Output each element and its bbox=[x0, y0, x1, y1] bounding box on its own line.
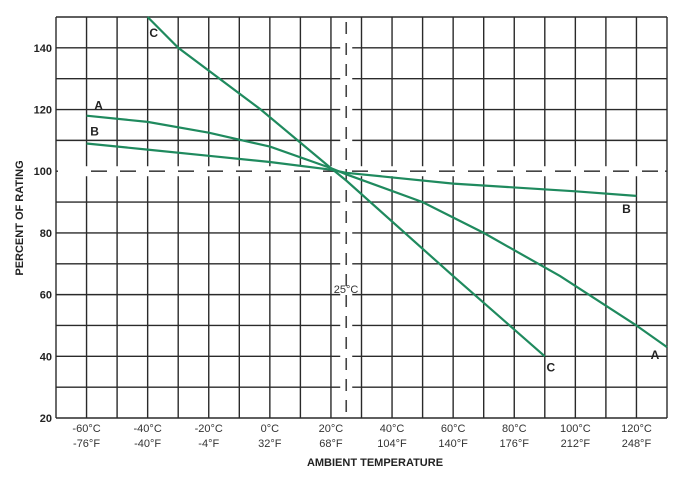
x-tick-label-celsius: 80°C bbox=[502, 423, 527, 435]
series-line-b bbox=[86, 142, 637, 197]
x-axis-label: AMBIENT TEMPERATURE bbox=[307, 457, 443, 469]
x-tick-label-fahrenheit: 212°F bbox=[561, 438, 591, 450]
x-tick-label-celsius: 20°C bbox=[319, 423, 344, 435]
ref-label-25c: 25°C bbox=[334, 284, 359, 296]
x-tick-label-celsius: 0°C bbox=[261, 423, 280, 435]
x-tick-label-celsius: 120°C bbox=[621, 423, 652, 435]
series-label-b: B bbox=[622, 202, 631, 216]
series-line-a bbox=[86, 114, 668, 348]
y-tick-label: 140 bbox=[34, 43, 52, 55]
x-tick-label-fahrenheit: 32°F bbox=[258, 438, 282, 450]
grid bbox=[55, 16, 668, 419]
x-tick-label-celsius: -40°C bbox=[134, 423, 162, 435]
x-tick-label-celsius: -20°C bbox=[195, 423, 223, 435]
y-tick-label: 60 bbox=[40, 290, 52, 302]
series-label-c: C bbox=[546, 360, 555, 374]
x-tick-label-fahrenheit: -76°F bbox=[73, 438, 100, 450]
series-label-a: A bbox=[651, 348, 660, 362]
reference-lines bbox=[58, 19, 665, 418]
y-tick-label: 100 bbox=[34, 166, 52, 178]
series-label-c: C bbox=[149, 26, 158, 40]
x-tick-label-fahrenheit: 68°F bbox=[319, 438, 343, 450]
x-tick-label-fahrenheit: 140°F bbox=[438, 438, 468, 450]
y-axis-label: PERCENT OF RATING bbox=[14, 160, 26, 275]
y-tick-label: 20 bbox=[40, 413, 52, 425]
x-tick-label-celsius: -60°C bbox=[72, 423, 100, 435]
x-tick-labels: -60°C -76°F -40°C -40°F -20°C -4°F 0°C 32°F 20°C… bbox=[72, 423, 651, 450]
x-tick-label-fahrenheit: -40°F bbox=[134, 438, 161, 450]
x-tick-label-celsius: 60°C bbox=[441, 423, 466, 435]
series-label-b: B bbox=[90, 124, 99, 138]
x-tick-label-celsius: 40°C bbox=[380, 423, 405, 435]
y-tick-label: 40 bbox=[40, 351, 52, 363]
y-tick-labels: 20 40 60 80 100 120 140 bbox=[34, 43, 52, 425]
y-tick-label: 80 bbox=[40, 228, 52, 240]
x-tick-label-fahrenheit: 248°F bbox=[622, 438, 652, 450]
x-tick-label-fahrenheit: -4°F bbox=[198, 438, 219, 450]
series-label-a: A bbox=[94, 99, 103, 113]
x-tick-label-celsius: 100°C bbox=[560, 423, 591, 435]
series-line-c bbox=[146, 16, 546, 358]
y-tick-label: 120 bbox=[34, 105, 52, 117]
x-tick-label-fahrenheit: 104°F bbox=[377, 438, 407, 450]
x-tick-label-fahrenheit: 176°F bbox=[500, 438, 530, 450]
